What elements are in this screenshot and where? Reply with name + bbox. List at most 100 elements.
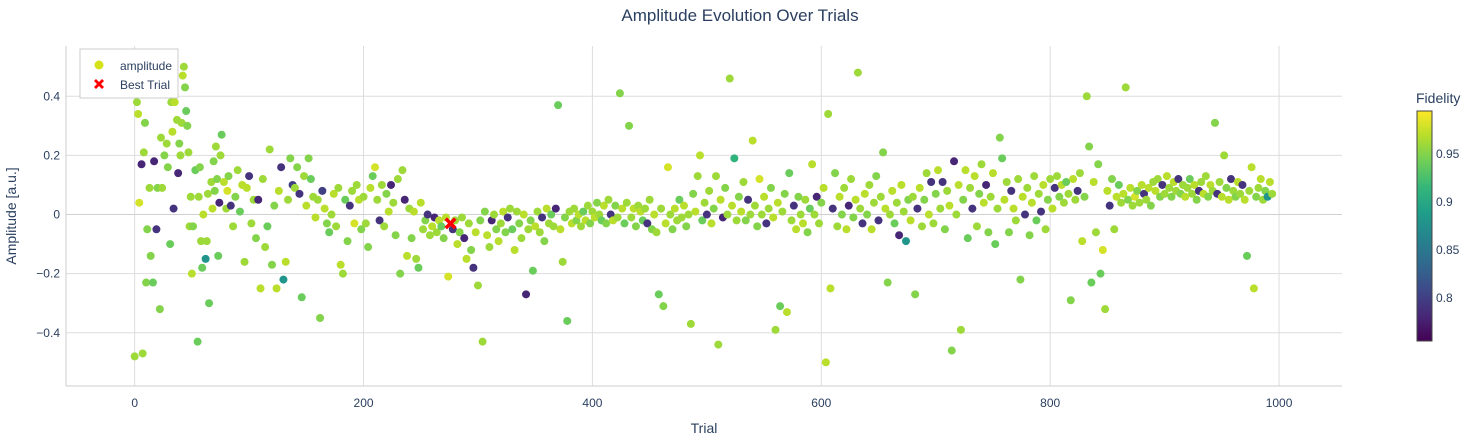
data-point[interactable] <box>135 198 144 207</box>
data-point[interactable] <box>943 186 952 195</box>
legend-amplitude-symbol[interactable] <box>94 60 104 70</box>
data-point[interactable] <box>837 210 846 219</box>
data-point[interactable] <box>730 154 739 163</box>
data-point[interactable] <box>794 192 803 201</box>
data-point[interactable] <box>604 195 613 204</box>
data-point[interactable] <box>776 302 785 311</box>
data-point[interactable] <box>325 228 334 237</box>
data-point[interactable] <box>391 231 400 240</box>
data-point[interactable] <box>1011 216 1020 225</box>
data-point[interactable] <box>599 201 608 210</box>
data-point[interactable] <box>1046 175 1055 184</box>
data-point[interactable] <box>712 172 721 181</box>
data-point[interactable] <box>267 260 276 269</box>
data-point[interactable] <box>496 219 505 228</box>
data-point[interactable] <box>1064 189 1073 198</box>
data-point[interactable] <box>216 151 225 160</box>
data-point[interactable] <box>272 284 281 293</box>
data-point[interactable] <box>924 210 933 219</box>
data-point[interactable] <box>1004 228 1013 237</box>
data-point[interactable] <box>202 237 211 246</box>
data-point[interactable] <box>263 222 272 231</box>
data-point[interactable] <box>1041 225 1050 234</box>
data-point[interactable] <box>423 210 432 219</box>
data-point[interactable] <box>1153 175 1162 184</box>
data-point[interactable] <box>815 219 824 228</box>
data-point[interactable] <box>329 189 338 198</box>
data-point[interactable] <box>1165 183 1174 192</box>
data-point[interactable] <box>318 186 327 195</box>
data-point[interactable] <box>734 192 743 201</box>
data-point[interactable] <box>1101 305 1110 314</box>
data-point[interactable] <box>670 204 679 213</box>
data-point[interactable] <box>723 210 732 219</box>
data-point[interactable] <box>1254 183 1263 192</box>
data-point[interactable] <box>198 263 207 272</box>
data-point[interactable] <box>643 219 652 228</box>
data-point[interactable] <box>858 219 867 228</box>
data-point[interactable] <box>918 222 927 231</box>
data-point[interactable] <box>193 337 202 346</box>
data-point[interactable] <box>1053 172 1062 181</box>
data-point[interactable] <box>1032 216 1041 225</box>
data-point[interactable] <box>199 210 208 219</box>
best-trial-point[interactable] <box>444 217 457 230</box>
data-point[interactable] <box>334 183 343 192</box>
data-point[interactable] <box>970 172 979 181</box>
data-point[interactable] <box>641 204 650 213</box>
data-point[interactable] <box>947 346 956 355</box>
data-point[interactable] <box>1103 186 1112 195</box>
data-point[interactable] <box>915 183 924 192</box>
data-point[interactable] <box>1217 192 1226 201</box>
data-point[interactable] <box>897 180 906 189</box>
data-point[interactable] <box>483 231 492 240</box>
data-point[interactable] <box>152 225 161 234</box>
data-point[interactable] <box>142 278 151 287</box>
data-point[interactable] <box>972 222 981 231</box>
data-point[interactable] <box>929 219 938 228</box>
data-point[interactable] <box>1021 210 1030 219</box>
data-point[interactable] <box>471 228 480 237</box>
data-point[interactable] <box>1096 269 1105 278</box>
data-point[interactable] <box>480 207 489 216</box>
data-point[interactable] <box>1114 180 1123 189</box>
data-point[interactable] <box>304 154 313 163</box>
data-point[interactable] <box>209 157 218 166</box>
data-point[interactable] <box>469 263 478 272</box>
data-point[interactable] <box>1073 186 1082 195</box>
data-point[interactable] <box>1000 195 1009 204</box>
data-point[interactable] <box>176 151 185 160</box>
data-point[interactable] <box>798 219 807 228</box>
data-point[interactable] <box>158 183 167 192</box>
data-point[interactable] <box>940 225 949 234</box>
data-point[interactable] <box>1087 278 1096 287</box>
data-point[interactable] <box>1236 189 1245 198</box>
data-point[interactable] <box>668 225 677 234</box>
data-point[interactable] <box>197 237 206 246</box>
data-point[interactable] <box>366 183 375 192</box>
data-point[interactable] <box>524 225 533 234</box>
data-point[interactable] <box>384 207 393 216</box>
data-point[interactable] <box>576 222 585 231</box>
data-point[interactable] <box>746 210 755 219</box>
data-point[interactable] <box>796 210 805 219</box>
data-point[interactable] <box>691 207 700 216</box>
data-point[interactable] <box>860 189 869 198</box>
data-point[interactable] <box>297 293 306 302</box>
data-point[interactable] <box>707 219 716 228</box>
data-point[interactable] <box>455 228 464 237</box>
data-point[interactable] <box>462 254 471 263</box>
data-point[interactable] <box>739 178 748 186</box>
data-point[interactable] <box>1078 237 1087 246</box>
data-point[interactable] <box>551 204 560 213</box>
data-point[interactable] <box>540 237 549 246</box>
data-point[interactable] <box>1252 192 1261 201</box>
data-point[interactable] <box>473 281 482 290</box>
data-point[interactable] <box>387 180 396 189</box>
data-point[interactable] <box>1105 201 1114 210</box>
data-point[interactable] <box>913 204 922 213</box>
data-point[interactable] <box>721 183 730 192</box>
data-point[interactable] <box>512 207 521 216</box>
data-point[interactable] <box>348 186 357 195</box>
data-point[interactable] <box>666 210 675 219</box>
